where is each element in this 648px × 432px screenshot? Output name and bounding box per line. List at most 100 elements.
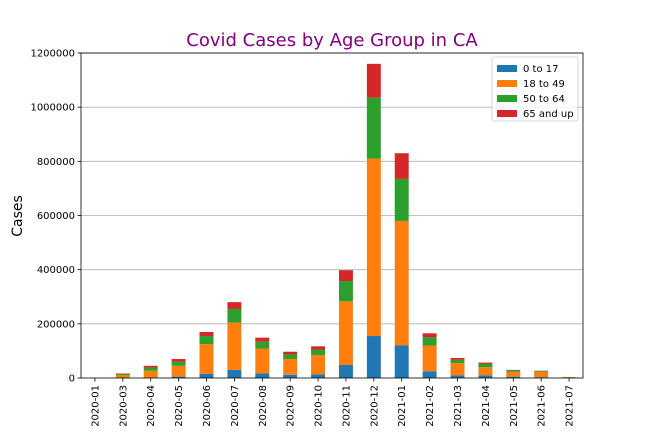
bar-segment — [478, 362, 493, 364]
x-tick-label: 2020-06 — [202, 385, 213, 427]
bar-segment — [255, 337, 270, 342]
bar-segment — [311, 354, 326, 375]
bar-segment — [283, 351, 298, 355]
bar-segment — [199, 344, 214, 374]
bar-segment — [534, 371, 549, 378]
bar-segment — [506, 371, 521, 377]
x-tick-label: 2020-04 — [146, 385, 157, 427]
x-tick-label: 2021-07 — [565, 385, 576, 427]
bar-segment — [450, 357, 465, 360]
y-axis-ticks: 0 200000 400000 600000 800000 1000000 1200000 — [30, 49, 81, 385]
bar-segment — [255, 341, 270, 349]
chart-title: Covid Cases by Age Group in CA — [186, 30, 478, 51]
legend-swatch — [497, 95, 517, 102]
x-tick-label: 2021-02 — [425, 385, 436, 427]
x-tick-label: 2020-03 — [118, 385, 129, 427]
legend-frame — [491, 56, 579, 122]
bar-segment — [338, 281, 353, 302]
bar-segment — [311, 349, 326, 355]
bar-segment — [115, 375, 130, 378]
bar-segment — [227, 322, 242, 370]
bar-segment — [478, 375, 493, 378]
bar-segment — [283, 374, 298, 378]
bars — [115, 63, 577, 378]
x-tick-label: 2020-12 — [369, 385, 380, 427]
bar-segment — [506, 376, 521, 378]
bar-segment — [171, 359, 186, 362]
legend-swatch — [497, 65, 517, 72]
bar-segment — [394, 345, 409, 378]
bar-segment — [171, 376, 186, 378]
bar-segment — [478, 363, 493, 368]
y-tick-label: 1000000 — [30, 103, 75, 114]
bar-segment — [283, 359, 298, 375]
x-tick-label: 2020-07 — [230, 385, 241, 427]
x-tick-label: 2021-05 — [509, 385, 520, 427]
bar-segment — [338, 270, 353, 282]
bar-segment — [422, 337, 437, 346]
bar-segment — [171, 361, 186, 366]
bar-segment — [506, 369, 521, 371]
legend-label: 65 and up — [523, 109, 574, 120]
bar-segment — [450, 359, 465, 364]
bar-segment — [199, 373, 214, 378]
bar-segment — [143, 367, 158, 371]
legend-label: 50 to 64 — [523, 94, 565, 105]
bar-segment — [478, 367, 493, 376]
bar-segment — [366, 158, 381, 337]
bar-segment — [338, 365, 353, 378]
bar-segment — [199, 336, 214, 345]
bar-segment — [422, 333, 437, 338]
legend-swatch — [497, 110, 517, 117]
x-tick-label: 2020-10 — [314, 385, 325, 427]
bar-segment — [394, 220, 409, 346]
bar-segment — [394, 178, 409, 221]
bar-segment — [311, 374, 326, 378]
bar-segment — [366, 336, 381, 378]
bar-segment — [115, 373, 130, 376]
bar-segment — [394, 153, 409, 179]
bar-segment — [534, 377, 549, 378]
x-tick-label: 2021-04 — [481, 385, 492, 427]
bar-segment — [255, 373, 270, 378]
x-tick-label: 2020-08 — [258, 385, 269, 427]
x-axis-ticks: 2020-01 2020-03 2020-04 2020-05 2020-06 2020-… — [90, 378, 576, 427]
x-tick-label: 2021-03 — [453, 385, 464, 427]
x-tick-label: 2020-05 — [174, 385, 185, 427]
bar-segment — [506, 370, 521, 372]
x-tick-label: 2020-01 — [90, 385, 101, 427]
y-axis-label: Cases — [10, 195, 26, 237]
bar-segment — [143, 370, 158, 378]
bar-segment — [283, 354, 298, 360]
x-tick-label: 2020-11 — [341, 385, 352, 427]
y-tick-label: 600000 — [37, 211, 75, 222]
bar-segment — [366, 63, 381, 98]
bar-segment — [450, 375, 465, 378]
bar-segment — [255, 348, 270, 374]
legend-label: 0 to 17 — [523, 64, 558, 75]
bar-segment — [311, 346, 326, 350]
y-tick-label: 200000 — [37, 319, 75, 330]
bar-segment — [422, 371, 437, 378]
bar-segment — [562, 377, 577, 378]
bar-segment — [338, 301, 353, 365]
bar-segment — [366, 97, 381, 159]
bar-segment — [227, 369, 242, 378]
legend-label: 18 to 49 — [523, 79, 565, 90]
x-tick-label: 2020-09 — [286, 385, 297, 427]
legend-swatch — [497, 80, 517, 87]
y-tick-label: 1200000 — [30, 49, 75, 60]
x-tick-label: 2021-06 — [537, 385, 548, 427]
x-tick-label: 2021-01 — [397, 385, 408, 427]
bar-segment — [143, 365, 158, 368]
bar-segment — [171, 365, 186, 377]
y-tick-label: 800000 — [37, 157, 75, 168]
bar-segment — [199, 331, 214, 337]
bar-segment — [422, 345, 437, 372]
y-tick-label: 0 — [69, 374, 75, 385]
bar-segment — [227, 308, 242, 323]
legend: 0 to 17 18 to 49 50 to 64 65 and up — [491, 56, 579, 122]
bar-segment — [450, 363, 465, 376]
